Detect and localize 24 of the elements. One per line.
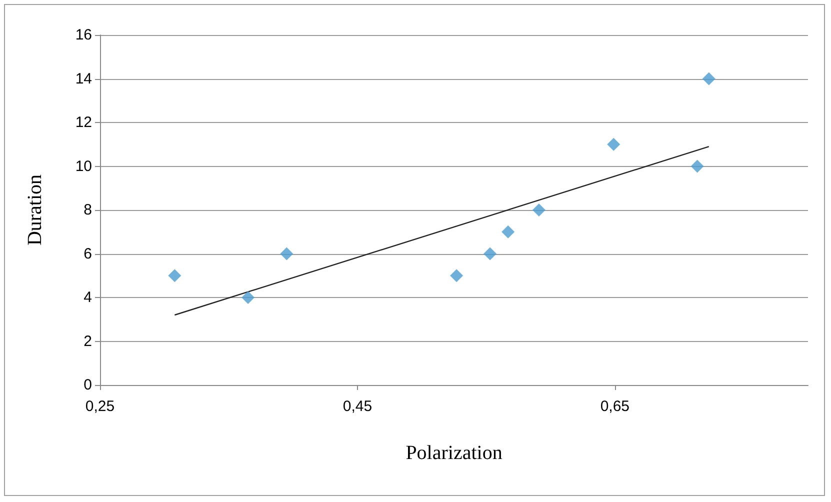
x-tick-label: 0,25 <box>85 398 115 415</box>
point <box>450 269 464 282</box>
y-tick-label: 2 <box>84 332 92 350</box>
point <box>168 269 182 282</box>
y-tick-label: 14 <box>75 70 92 88</box>
x-tick-label: 0,45 <box>342 398 372 415</box>
y-axis-title: Duration <box>24 174 46 246</box>
point <box>702 72 716 86</box>
y-tick-label: 6 <box>84 245 92 262</box>
point <box>502 225 515 238</box>
point <box>484 247 497 260</box>
point <box>690 160 704 173</box>
x-axis-title: Polarization <box>406 442 502 464</box>
point <box>280 247 294 260</box>
point <box>532 204 546 216</box>
y-tick-label: 12 <box>75 114 92 131</box>
point <box>607 138 620 151</box>
y-tick-label: 4 <box>84 289 92 306</box>
y-tick-label: 8 <box>84 202 92 218</box>
x-tick-label: 0,65 <box>600 398 630 415</box>
y-tick-label: 10 <box>75 158 92 175</box>
y-tick-label: 16 <box>75 26 92 44</box>
point <box>242 291 255 304</box>
y-tick-label: 0 <box>84 376 92 394</box>
